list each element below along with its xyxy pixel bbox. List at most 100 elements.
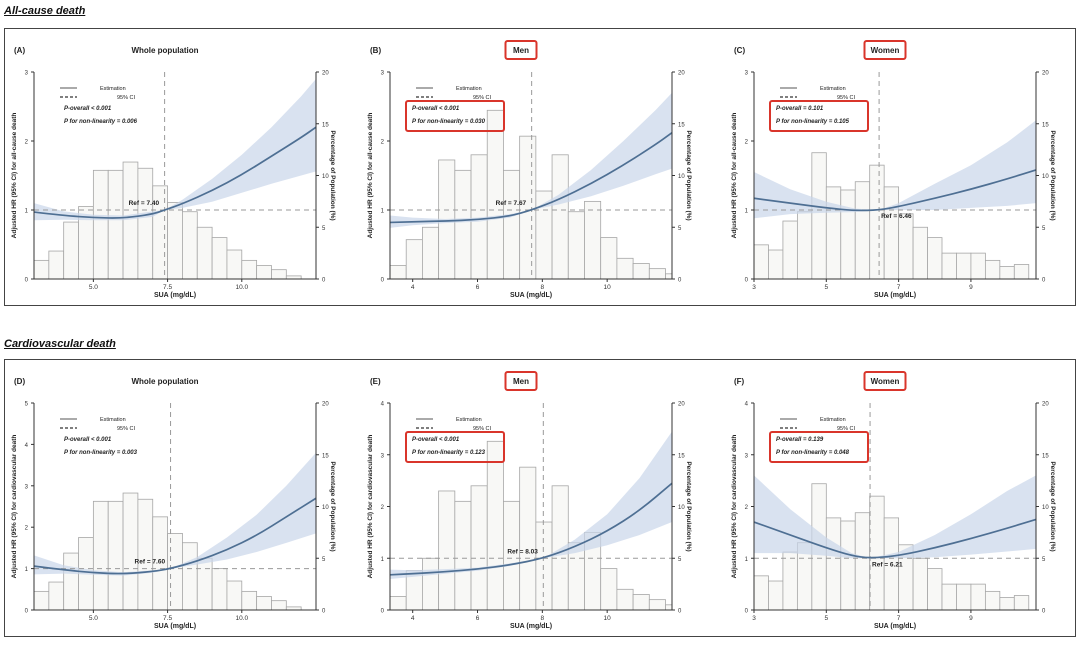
ci-band <box>34 78 316 221</box>
histogram-bar <box>503 500 521 611</box>
y2-tick-label: 0 <box>1042 609 1046 615</box>
y2-tick-label: 0 <box>322 609 326 615</box>
y2-tick-label: 15 <box>678 122 685 128</box>
x-tick-label: 9 <box>969 284 973 291</box>
histogram-bar <box>665 604 673 611</box>
legend-ci-label: 95% CI <box>473 95 492 101</box>
y-tick-label: 2 <box>25 140 29 146</box>
title-highlight-box <box>504 40 538 60</box>
histogram-bar <box>782 220 798 280</box>
histogram-bar <box>854 181 871 280</box>
y2-tick-label: 20 <box>1042 71 1049 77</box>
histogram-bar <box>584 200 602 280</box>
x-tick-label: 6 <box>476 615 480 622</box>
ci-band <box>34 452 316 576</box>
histogram-bar <box>999 266 1015 280</box>
histogram-bar <box>648 268 666 280</box>
y-tick-label: 0 <box>25 278 29 284</box>
x-axis-label: SUA (mg/dL) <box>874 623 916 630</box>
section-box-all-cause <box>4 28 1076 306</box>
histogram-bar <box>256 596 272 611</box>
histogram-bar <box>182 211 198 280</box>
histogram-bar <box>438 490 456 611</box>
histogram-bar <box>470 485 488 611</box>
histogram-bar <box>941 583 957 611</box>
ref-label: Ref = 7.67 <box>496 200 527 207</box>
histogram-bar <box>211 568 228 611</box>
histogram-bar <box>840 189 856 280</box>
y-axis-label: Adjusted HR (95% CI) for cardiovascular … <box>11 435 18 579</box>
y2-tick-label: 15 <box>322 453 329 459</box>
y2-tick-label: 15 <box>322 122 329 128</box>
y-tick-label: 0 <box>381 278 385 284</box>
x-tick-label: 5.0 <box>89 284 98 291</box>
histogram-bar <box>48 581 65 611</box>
ci-band <box>390 92 672 228</box>
stat-text: P-overall < 0.001 <box>412 106 460 112</box>
legend-estimation-label: Estimation <box>820 417 846 423</box>
x-tick-label: 4 <box>411 615 415 622</box>
y2-tick-label: 0 <box>1042 278 1046 284</box>
stat-text: P for non-linearity = 0.123 <box>412 450 486 456</box>
y-tick-label: 3 <box>745 453 749 459</box>
ci-band <box>754 475 1036 559</box>
stats-highlight-box <box>769 431 869 463</box>
histogram-bar <box>107 500 124 611</box>
y-axis-label: Adjusted HR (95% CI) for cardiovascular … <box>731 435 738 579</box>
histogram-bar <box>600 568 618 611</box>
y-axis-label: Adjusted HR (95% CI) for all-cause death <box>731 113 738 239</box>
x-tick-label: 10 <box>604 284 612 291</box>
y-axis-label: Adjusted HR (95% CI) for cardiovascular … <box>367 435 374 579</box>
ref-label: Ref = 7.40 <box>129 200 160 207</box>
y-tick-label: 1 <box>745 209 749 215</box>
histogram-bar <box>941 252 957 280</box>
y2-tick-label: 5 <box>322 557 326 563</box>
y2-tick-label: 15 <box>678 453 685 459</box>
y2-axis-label: Percentage of Population (%) <box>1049 130 1056 220</box>
y2-tick-label: 10 <box>322 174 329 180</box>
histogram-bar <box>600 237 618 280</box>
histogram-bar <box>167 202 183 280</box>
y2-tick-label: 20 <box>322 71 329 77</box>
y-tick-label: 1 <box>745 557 749 563</box>
x-axis-label: SUA (mg/dL) <box>510 292 552 299</box>
stat-text: P for non-linearity = 0.006 <box>64 119 138 125</box>
y-tick-label: 0 <box>25 609 29 615</box>
y-tick-label: 4 <box>381 402 385 408</box>
panel-title: Whole population <box>131 377 198 386</box>
histogram-bar <box>182 542 198 611</box>
y2-tick-label: 5 <box>322 226 326 232</box>
estimation-curve <box>33 126 317 219</box>
x-tick-label: 3 <box>752 284 756 291</box>
y2-tick-label: 10 <box>678 174 685 180</box>
stat-text: P for non-linearity = 0.003 <box>64 450 138 456</box>
histogram-bar <box>927 568 943 611</box>
legend-ci-label: 95% CI <box>473 426 492 432</box>
histogram-bar <box>196 557 213 611</box>
histogram-bar <box>753 575 769 611</box>
histogram-bar <box>92 500 109 611</box>
y2-tick-label: 20 <box>322 402 329 408</box>
x-tick-label: 10 <box>604 615 612 622</box>
y2-tick-label: 20 <box>678 71 685 77</box>
histogram-bar <box>211 237 228 280</box>
y2-axis-label: Percentage of Population (%) <box>1049 461 1056 551</box>
y-tick-label: 2 <box>381 140 385 146</box>
y2-tick-label: 5 <box>1042 557 1046 563</box>
title-highlight-box <box>863 371 907 391</box>
histogram-bar <box>768 249 784 280</box>
panel-title: Women <box>871 377 900 386</box>
histogram-bar <box>196 226 213 280</box>
ci-band <box>754 120 1036 219</box>
histogram-bar <box>486 109 504 280</box>
stat-text: P for non-linearity = 0.105 <box>776 119 850 125</box>
x-tick-label: 8 <box>541 615 545 622</box>
histogram-bar <box>422 226 440 280</box>
histogram-bar <box>137 498 154 611</box>
histogram-bar <box>782 551 798 611</box>
y2-tick-label: 15 <box>1042 453 1049 459</box>
legend-ci-label: 95% CI <box>117 426 136 432</box>
y-tick-label: 2 <box>381 505 385 511</box>
y-tick-label: 3 <box>25 484 29 490</box>
section-title-all-cause: All-cause death <box>4 5 86 17</box>
